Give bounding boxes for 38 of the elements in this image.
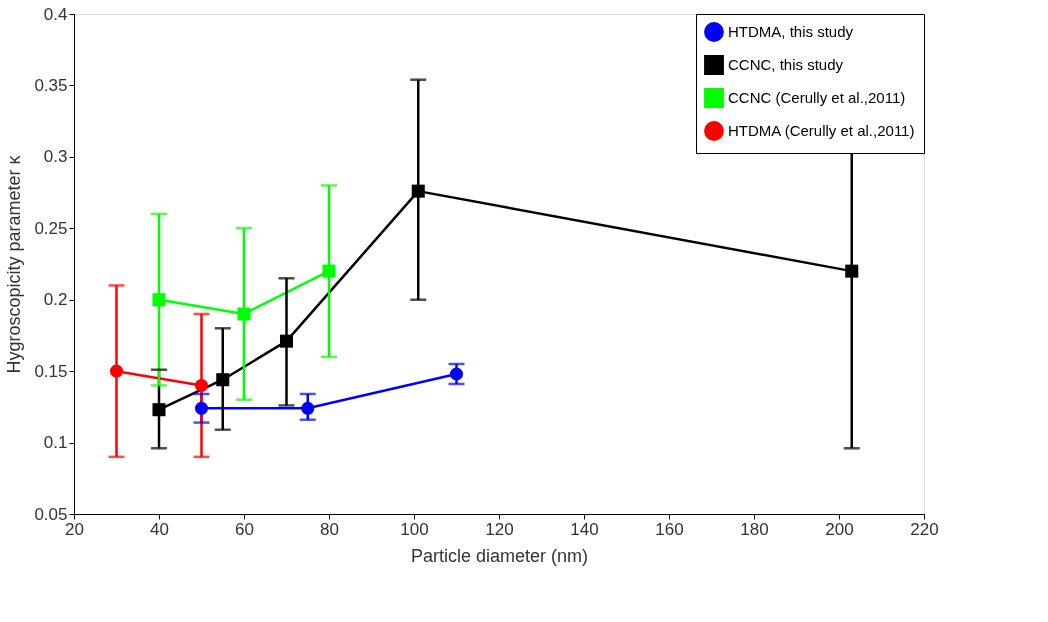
point <box>449 367 464 381</box>
point <box>152 403 166 417</box>
y-tick-label: 0.4 <box>43 4 68 24</box>
point <box>322 264 336 278</box>
x-tick-label: 140 <box>570 519 599 539</box>
y-tick-label: 0.3 <box>43 147 68 167</box>
legend-label: HTDMA (Cerully et al.,2011) <box>728 122 915 139</box>
y-tick-label: 0.25 <box>34 218 68 238</box>
y-tick-label: 0.35 <box>34 75 68 95</box>
x-tick-label: 180 <box>740 519 769 539</box>
point <box>279 334 294 348</box>
point <box>411 184 425 198</box>
x-tick-label: 160 <box>655 519 684 539</box>
x-tick-label: 60 <box>235 519 254 539</box>
x-tick-label: 80 <box>320 519 339 539</box>
point <box>216 373 230 387</box>
x-axis-title: Particle diameter (nm) <box>410 545 589 566</box>
y-axis-title: Hygroscopicity parameter κ <box>4 154 25 374</box>
y-tick-label: 0.05 <box>34 504 68 524</box>
point <box>194 378 209 392</box>
point <box>109 364 124 378</box>
legend-label: HTDMA, this study <box>728 23 854 40</box>
y-tick-label: 0.15 <box>34 361 68 381</box>
x-tick-label: 200 <box>825 519 854 539</box>
point <box>194 401 209 415</box>
point <box>301 401 315 415</box>
point <box>845 264 859 278</box>
legend-label: CCNC (Cerully et al.,2011) <box>728 89 906 106</box>
point <box>237 307 251 321</box>
y-tick-label: 0.2 <box>43 290 68 310</box>
x-tick-label: 120 <box>485 519 514 539</box>
point <box>152 293 166 307</box>
legend-label: CCNC, this study <box>728 56 844 73</box>
x-tick-label: 40 <box>150 519 169 539</box>
y-tick-label: 0.1 <box>43 433 68 453</box>
x-tick-label: 220 <box>910 519 939 539</box>
x-tick-label: 20 <box>65 519 84 539</box>
x-tick-label: 100 <box>400 519 429 539</box>
